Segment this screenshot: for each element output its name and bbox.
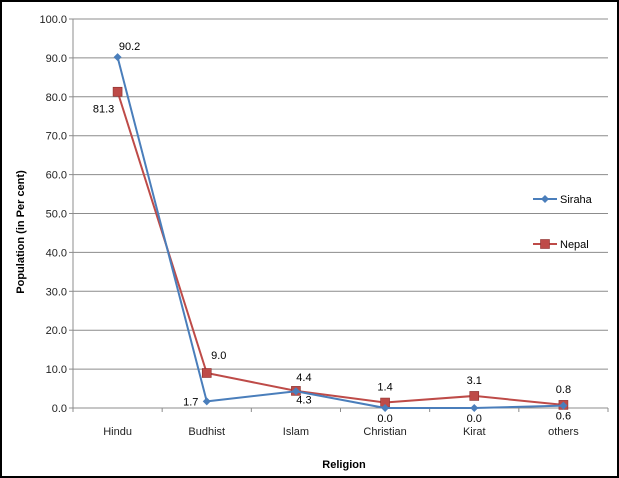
y-tick-label: 80.0	[46, 92, 67, 104]
data-label: 0.0	[467, 413, 482, 425]
y-tick-label: 90.0	[46, 53, 67, 65]
data-point-diamond	[470, 404, 479, 412]
data-point-diamond	[291, 387, 300, 396]
data-label: 1.7	[183, 396, 198, 408]
data-point-square	[540, 239, 550, 249]
series-lines	[112, 53, 569, 412]
data-label: 0.6	[556, 411, 571, 423]
data-point-diamond	[381, 404, 390, 412]
x-tick-label: Kirat	[463, 426, 486, 438]
y-tick-label: 100.0	[39, 14, 67, 26]
data-point-diamond	[559, 401, 568, 410]
y-tick-label: 50.0	[46, 209, 67, 221]
legend-label-siraha: Siraha	[560, 194, 593, 206]
y-tick-label: 0.0	[52, 403, 67, 415]
legend-label-nepal: Nepal	[560, 239, 589, 251]
data-point-square	[201, 368, 212, 378]
data-point-square	[469, 391, 480, 401]
data-point-diamond	[113, 53, 122, 62]
data-point-square	[112, 86, 123, 97]
y-tick-labels: 0.0 10.0 20.0 30.0 40.0 50.0 60.0 70.0 80.0 90.0 1…	[39, 14, 67, 415]
y-tick-label: 20.0	[46, 325, 67, 337]
x-tick-label: others	[548, 426, 579, 438]
data-label: 0.8	[556, 384, 571, 396]
y-tick-label: 60.0	[46, 170, 67, 182]
series-line-nepal	[116, 91, 564, 406]
legend: Siraha Nepal	[533, 194, 593, 251]
gridlines	[73, 18, 608, 409]
x-tick-labels: Hindu Budhist Islam Christian Kirat others	[103, 426, 579, 438]
data-labels: 90.2 1.7 4.3 0.0 0.0 0.6 81.3 9.0 4.4 1.4 3.1 0.8	[93, 41, 571, 425]
data-label: 1.4	[377, 382, 392, 394]
x-tick-label: Islam	[283, 426, 309, 438]
data-label: 4.3	[296, 394, 311, 406]
data-label: 0.0	[377, 413, 392, 425]
y-axis-title: Population (in Per cent)	[15, 170, 27, 294]
x-tick-label: Budhist	[188, 426, 225, 438]
data-label: 4.4	[296, 372, 311, 384]
data-label: 81.3	[93, 104, 114, 116]
x-axis-title: Religion	[322, 459, 366, 471]
y-tick-label: 40.0	[46, 247, 67, 259]
data-point-diamond	[202, 397, 211, 406]
data-label: 90.2	[119, 41, 140, 53]
axes	[69, 18, 609, 412]
data-label: 3.1	[467, 375, 482, 387]
y-tick-label: 30.0	[46, 286, 67, 298]
data-label: 9.0	[211, 350, 226, 362]
series-line-siraha	[116, 56, 564, 409]
y-tick-label: 70.0	[46, 131, 67, 143]
data-point-diamond	[541, 195, 549, 203]
x-tick-label: Christian	[363, 426, 406, 438]
x-tick-label: Hindu	[103, 426, 132, 438]
y-tick-label: 10.0	[46, 364, 67, 376]
